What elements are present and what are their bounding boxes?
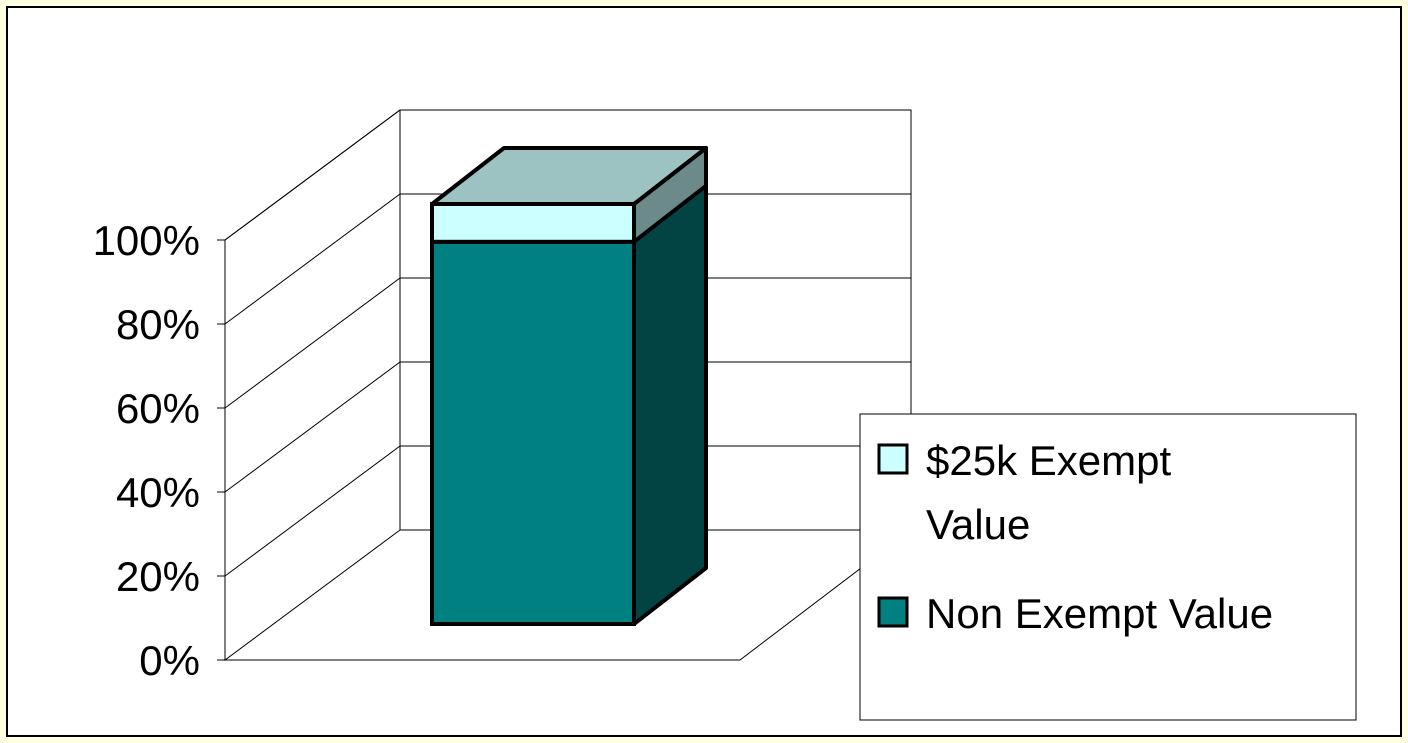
bars xyxy=(430,146,708,627)
legend-label: Value xyxy=(926,501,1030,548)
legend-swatch xyxy=(877,596,909,628)
legend-box xyxy=(859,413,1357,721)
legend-label: Non Exempt Value xyxy=(926,590,1273,637)
legend: $25k Exempt Value Non Exempt Value xyxy=(859,413,1357,721)
y-tick-label: 40% xyxy=(116,469,200,516)
gridline xyxy=(224,109,911,241)
legend-label: $25k Exempt xyxy=(926,437,1171,484)
y-tick-label: 100% xyxy=(93,217,200,264)
legend-swatch xyxy=(877,443,909,475)
y-axis-ticks: 0% 20% 40% 60% 80% 100% xyxy=(93,217,225,684)
y-tick-label: 20% xyxy=(116,553,200,600)
gridlines xyxy=(224,109,911,577)
bar-segment-25k-exempt-value xyxy=(430,202,636,244)
bar-segment-non-exempt-value xyxy=(430,239,636,627)
y-tick-label: 60% xyxy=(116,385,200,432)
y-tick-label: 80% xyxy=(116,301,200,348)
gridline xyxy=(224,445,911,577)
gridline xyxy=(224,193,911,325)
y-tick-label: 0% xyxy=(139,637,200,684)
gridline xyxy=(224,361,911,493)
gridline xyxy=(224,277,911,409)
